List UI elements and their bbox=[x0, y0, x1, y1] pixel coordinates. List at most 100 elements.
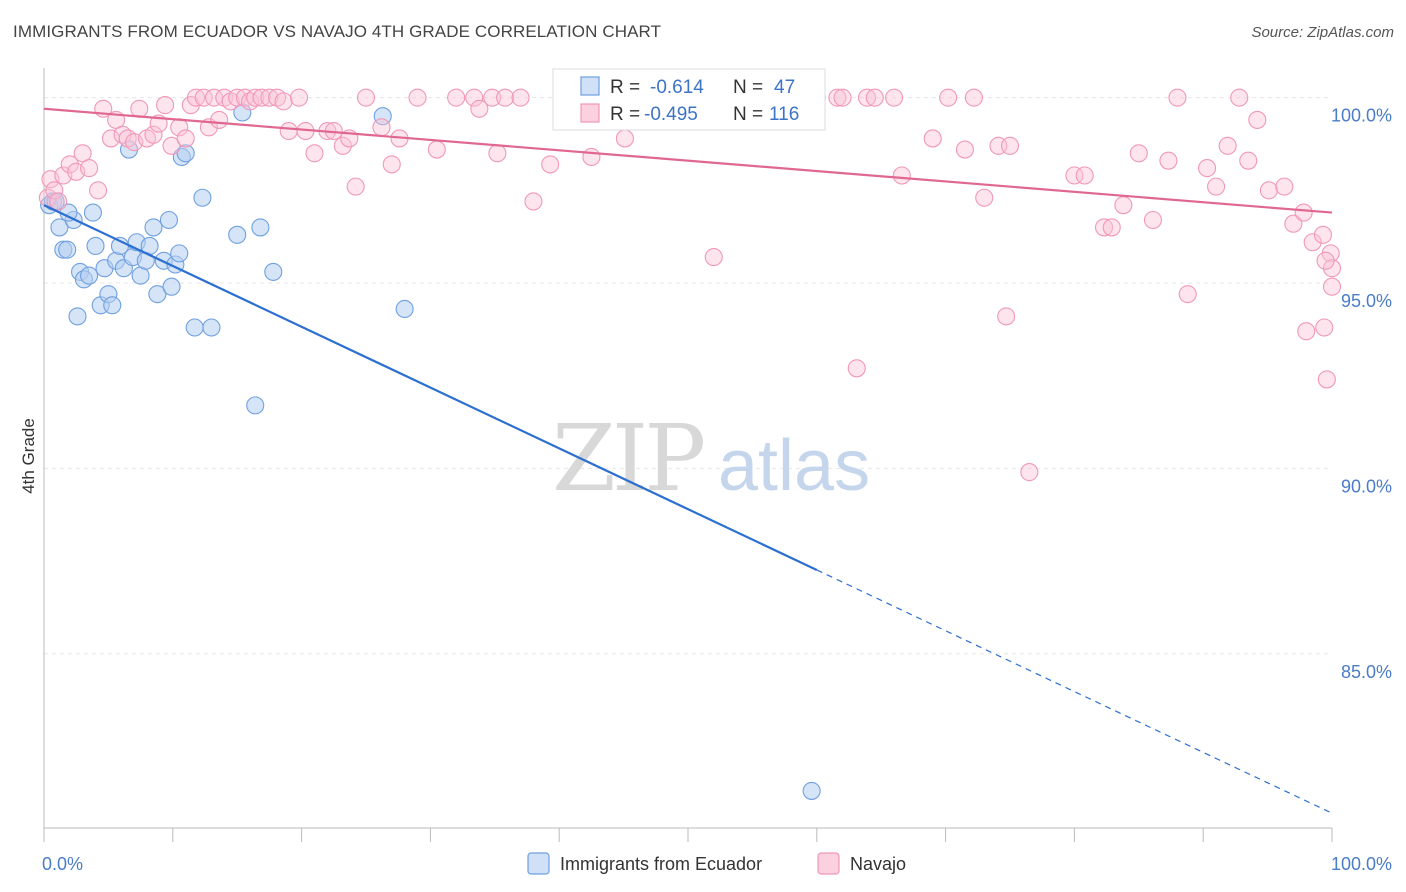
points-layer bbox=[38, 88, 1342, 800]
navajo-point-104 bbox=[1230, 88, 1249, 107]
navajo-point-102 bbox=[1207, 177, 1226, 196]
series-legend-label-navajo: Navajo bbox=[850, 854, 906, 874]
y-tick-label-3: 85.0% bbox=[1341, 662, 1392, 682]
navajo-point-29 bbox=[210, 110, 229, 129]
navajo-point-96 bbox=[1129, 144, 1148, 163]
navajo-point-3 bbox=[49, 192, 68, 211]
navajo-point-79 bbox=[865, 88, 884, 107]
navajo-point-94 bbox=[1102, 218, 1121, 237]
grid-lines bbox=[44, 97, 1332, 655]
navajo-point-93 bbox=[1094, 218, 1114, 237]
navajo-point-90 bbox=[1020, 463, 1039, 482]
navajo-point-65 bbox=[582, 147, 601, 167]
legend-r-label-navajo: R = bbox=[610, 104, 640, 125]
navajo-point-2 bbox=[45, 181, 64, 200]
navajo-point-101 bbox=[1198, 159, 1217, 178]
navajo-point-35 bbox=[246, 88, 265, 107]
navajo-point-108 bbox=[1275, 177, 1294, 196]
navajo-point-21 bbox=[162, 136, 181, 155]
navajo-point-54 bbox=[427, 140, 446, 159]
navajo-point-111 bbox=[1303, 233, 1322, 252]
navajo-point-26 bbox=[194, 88, 213, 107]
navajo-point-97 bbox=[1143, 210, 1163, 230]
ecuador-point-41 bbox=[264, 262, 283, 281]
navajo-point-105 bbox=[1239, 151, 1258, 170]
navajo-point-8 bbox=[80, 159, 99, 178]
y-tick-label-1: 95.0% bbox=[1341, 291, 1392, 311]
legend-r-label-ecuador: R = bbox=[610, 77, 640, 98]
navajo-point-112 bbox=[1313, 225, 1333, 244]
navajo-point-63 bbox=[541, 155, 560, 174]
navajo-point-78 bbox=[857, 88, 877, 107]
ecuador-point-29 bbox=[162, 277, 181, 296]
navajo-point-23 bbox=[176, 129, 195, 148]
navajo-point-114 bbox=[1317, 370, 1336, 389]
ecuador-point-35 bbox=[193, 188, 212, 207]
navajo-point-43 bbox=[305, 144, 324, 163]
navajo-point-55 bbox=[447, 88, 466, 107]
chart-title: IMMIGRANTS FROM ECUADOR VS NAVAJO 4TH GR… bbox=[13, 22, 662, 41]
watermark-zip: ZIP bbox=[552, 405, 703, 512]
navajo-point-99 bbox=[1168, 88, 1187, 107]
navajo-point-50 bbox=[372, 118, 391, 137]
ecuador-trend-line bbox=[43, 204, 818, 571]
navajo-point-36 bbox=[252, 88, 271, 107]
series-legend: Immigrants from Ecuador Navajo bbox=[527, 852, 906, 875]
legend-n-label-navajo: N = bbox=[733, 104, 763, 125]
navajo-point-60 bbox=[496, 88, 515, 107]
navajo-point-107 bbox=[1259, 181, 1278, 200]
navajo-point-75 bbox=[828, 88, 847, 107]
legend-n-value-ecuador: 47 bbox=[774, 77, 795, 98]
x-tick-label-right: 100.0% bbox=[1331, 854, 1392, 874]
ecuador-point-4 bbox=[58, 240, 77, 259]
axes bbox=[43, 68, 1333, 842]
navajo-point-92 bbox=[1075, 166, 1094, 185]
ecuador-point-40 bbox=[251, 218, 270, 237]
navajo-point-109 bbox=[1284, 214, 1303, 233]
navajo-point-40 bbox=[279, 121, 298, 141]
navajo-point-53 bbox=[408, 88, 427, 107]
navajo-point-48 bbox=[346, 177, 365, 196]
ecuador-point-37 bbox=[228, 225, 247, 244]
navajo-trend-line bbox=[43, 107, 1333, 214]
navajo-point-5 bbox=[60, 155, 79, 174]
navajo-point-106 bbox=[1248, 110, 1267, 129]
series-legend-swatch-navajo bbox=[817, 852, 840, 875]
navajo-point-88 bbox=[997, 307, 1016, 326]
navajo-point-20 bbox=[156, 96, 175, 115]
navajo-point-37 bbox=[260, 88, 279, 107]
watermark-atlas: atlas bbox=[718, 426, 870, 506]
navajo-point-81 bbox=[892, 166, 911, 185]
navajo-point-57 bbox=[470, 99, 489, 118]
navajo-point-83 bbox=[939, 88, 958, 107]
navajo-point-67 bbox=[615, 129, 634, 148]
navajo-point-100 bbox=[1178, 285, 1197, 304]
ecuador-point-25 bbox=[144, 218, 163, 237]
navajo-point-117 bbox=[1322, 259, 1342, 278]
series-legend-label-ecuador: Immigrants from Ecuador bbox=[560, 854, 762, 874]
navajo-point-80 bbox=[885, 88, 904, 107]
ecuador-point-11 bbox=[86, 236, 105, 256]
ecuador-point-15 bbox=[103, 296, 122, 315]
navajo-point-119 bbox=[1297, 322, 1316, 341]
navajo-point-51 bbox=[382, 155, 401, 174]
ecuador-trend-line-extension bbox=[816, 569, 1333, 814]
ecuador-point-9 bbox=[80, 266, 99, 285]
navajo-point-98 bbox=[1159, 151, 1178, 170]
ecuador-point-36 bbox=[202, 318, 221, 337]
ecuador-point-34 bbox=[185, 318, 204, 337]
navajo-point-69 bbox=[704, 248, 723, 267]
navajo-point-46 bbox=[333, 136, 352, 155]
navajo-point-89 bbox=[1000, 136, 1020, 155]
ecuador-point-31 bbox=[170, 244, 189, 263]
navajo-point-59 bbox=[488, 144, 507, 163]
navajo-point-62 bbox=[524, 192, 543, 211]
navajo-point-113 bbox=[1315, 318, 1334, 337]
stats-legend: R = -0.614 N = 47 R = -0.495 N = 116 bbox=[552, 68, 826, 131]
navajo-point-18 bbox=[144, 125, 163, 144]
navajo-point-16 bbox=[130, 99, 149, 118]
navajo-point-61 bbox=[511, 88, 530, 107]
ecuador-point-10 bbox=[83, 203, 102, 222]
legend-n-value-navajo: 116 bbox=[769, 104, 799, 125]
